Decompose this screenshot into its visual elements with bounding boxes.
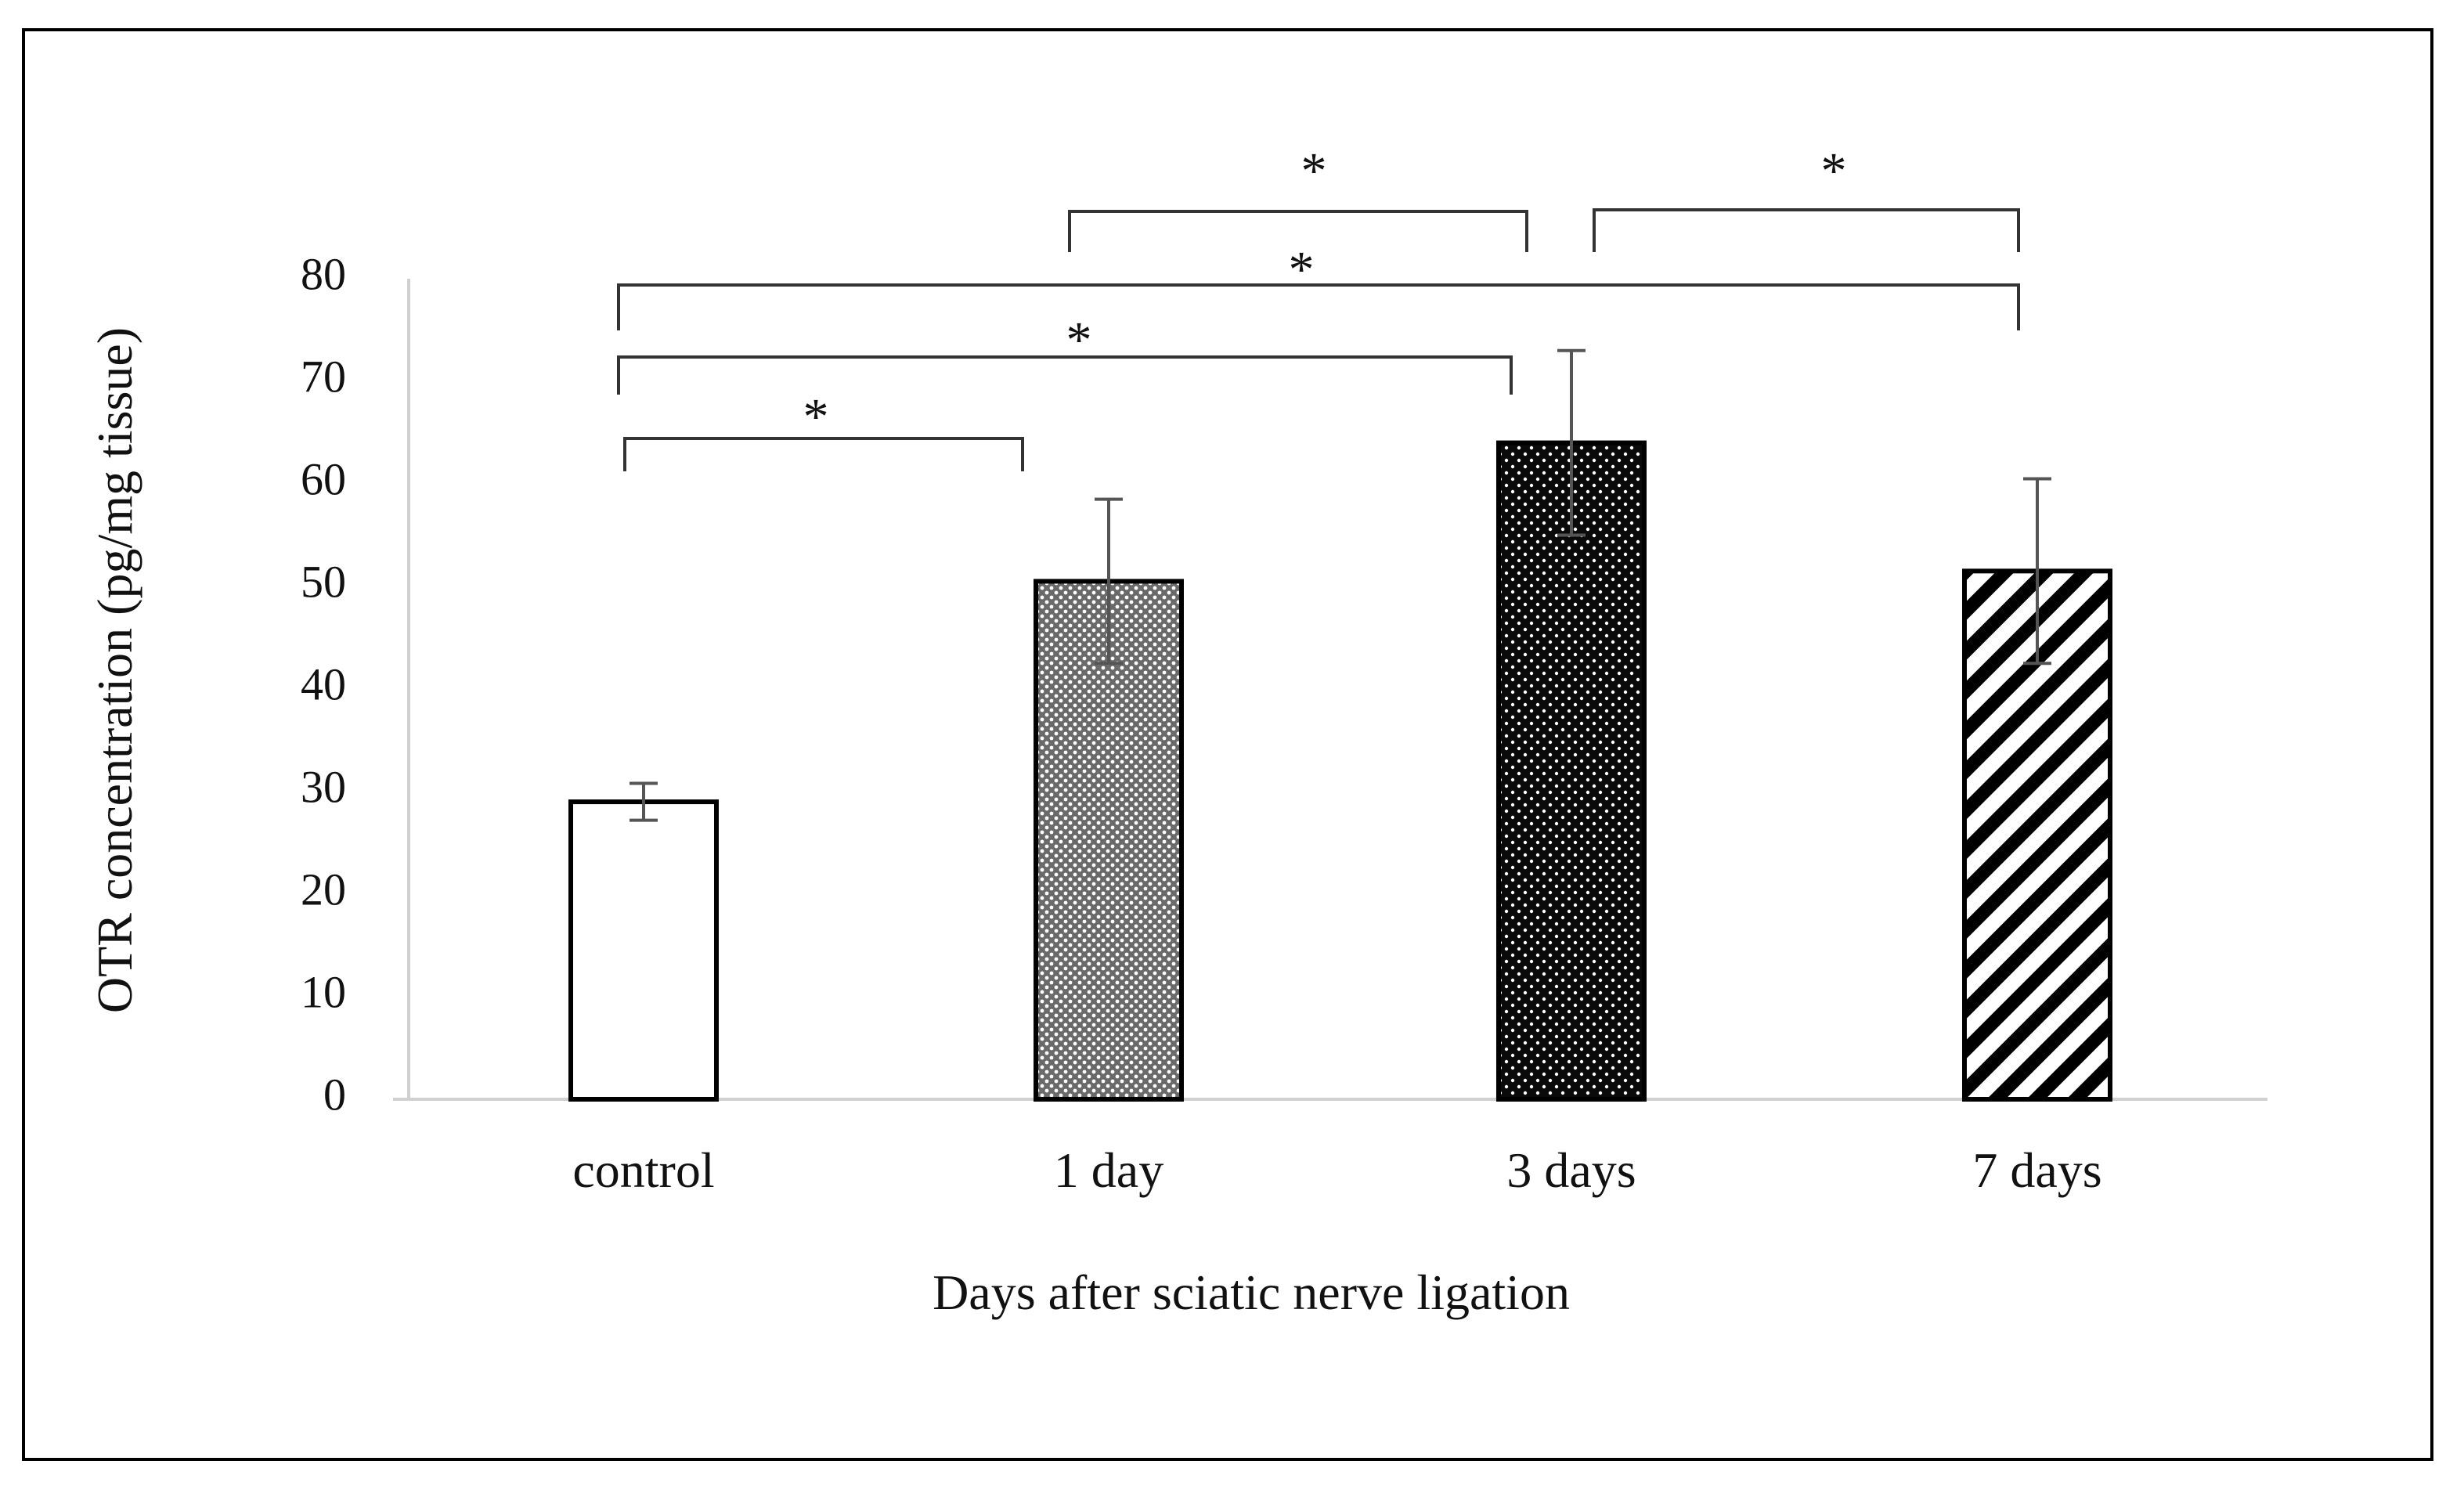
y-tick-label: 70	[301, 351, 346, 402]
sig-bracket-1-day-3-days	[1068, 210, 1528, 252]
y-tick-label: 30	[301, 761, 346, 812]
y-tick-label: 10	[301, 966, 346, 1017]
y-tick-label: 50	[301, 556, 346, 607]
y-tick-label: 0	[323, 1069, 346, 1120]
error-bar-control	[630, 781, 658, 822]
sig-bracket-3-days-7-days	[1593, 208, 2020, 252]
sig-star: *	[1289, 241, 1315, 298]
bar-1-day	[1034, 579, 1184, 1102]
x-tick-label-control: control	[572, 1142, 714, 1198]
error-bar-3-days	[1557, 348, 1586, 537]
bar-control	[568, 799, 719, 1102]
error-bar-1-day	[1095, 497, 1123, 666]
chart-svg: 0 10 20 30 40 50 60 70 80 control 1 day …	[87, 142, 2267, 1320]
y-tick-label: 60	[301, 453, 346, 504]
y-tick-label: 20	[301, 864, 346, 914]
x-tick-label-1-day: 1 day	[1054, 1142, 1163, 1198]
y-tick-label: 80	[301, 248, 346, 299]
x-axis-title: Days after sciatic nerve ligation	[933, 1264, 1570, 1320]
sig-star: *	[1821, 142, 1847, 200]
sig-bracket-control-1-day	[623, 437, 1024, 471]
chart-frame: 0 10 20 30 40 50 60 70 80 control 1 day …	[22, 28, 2433, 1461]
sig-star: *	[803, 388, 829, 445]
y-tick-label: 40	[301, 658, 346, 709]
x-tick-label-7-days: 7 days	[1972, 1142, 2101, 1198]
x-tick-label-3-days: 3 days	[1506, 1142, 1636, 1198]
sig-star: *	[1066, 312, 1092, 369]
y-axis-title: OTR concentration (pg/mg tissue)	[87, 327, 143, 1013]
sig-bracket-control-3-days	[617, 355, 1513, 395]
sig-bracket-control-7-days	[617, 283, 2020, 330]
bar-3-days	[1496, 440, 1647, 1102]
sig-star: *	[1301, 142, 1327, 200]
error-bar-7-days	[2023, 477, 2051, 666]
